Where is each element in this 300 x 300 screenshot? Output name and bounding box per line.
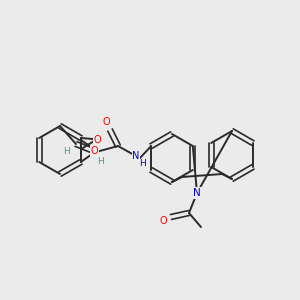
Text: H: H [139, 160, 145, 169]
Text: H: H [98, 158, 104, 166]
Text: N: N [193, 188, 201, 198]
Text: O: O [102, 117, 110, 127]
Text: O: O [159, 216, 167, 226]
Text: N: N [193, 188, 201, 198]
Text: O: O [159, 216, 167, 226]
Text: O: O [102, 117, 110, 127]
Text: N: N [132, 151, 140, 161]
Text: O: O [94, 135, 102, 145]
Text: N: N [132, 151, 140, 161]
Text: O: O [94, 135, 102, 145]
Text: O: O [91, 146, 99, 156]
Text: H: H [139, 160, 145, 169]
Text: O: O [91, 146, 99, 156]
Text: H: H [64, 148, 70, 157]
Text: H: H [98, 158, 104, 166]
Text: H: H [64, 148, 70, 157]
